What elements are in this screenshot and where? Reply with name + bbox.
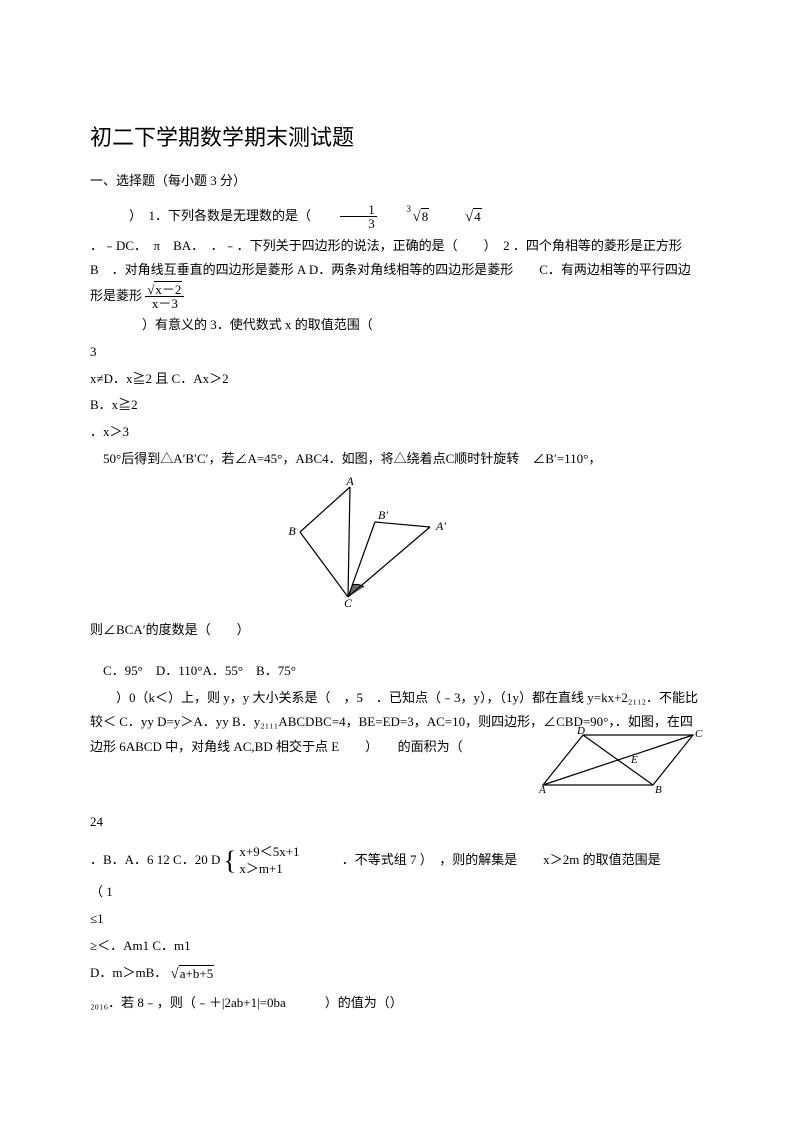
q4-line1: 50°后得到△A′B′C′，若∠A=45°，ABC4．如图，将△绕着点C顺时针旋… — [90, 447, 703, 472]
q3-num-rad: x－2 — [154, 281, 182, 297]
q7-opt-3: D．m＞mB． √a+b+5 — [90, 960, 703, 989]
q3-opt-0: 3 — [90, 340, 703, 365]
label-B2: B — [655, 784, 662, 795]
q3-frac-den: x－3 — [145, 297, 184, 311]
q7-after: ．不等式组 7 ） ，则的解集是 x＞2m 的取值范围是 — [303, 852, 661, 867]
label-A2: A — [538, 784, 546, 795]
q3-opt-2: B．x≧2 — [90, 393, 703, 418]
q2-block: ．﹣DC． π BA． ．﹣．下列关于四边形的说法，正确的是（ ） 2 ．四个角… — [90, 234, 703, 312]
label-A: A — [345, 477, 354, 488]
q3-line: ）有意义的 3．使代数式 x 的取值范围（ — [90, 313, 703, 338]
q7-line: ．B．A．6 12 C．20 D { x+9＜5x+1 x＞m+1 ．不等式组 … — [90, 844, 703, 878]
q1-math: 1 3 3 √8 √4 — [314, 203, 481, 232]
brace-content: x+9＜5x+1 x＞m+1 — [239, 844, 299, 878]
radicand-4: 4 — [473, 208, 482, 224]
cbrt-8: 3 √8 — [387, 203, 430, 232]
label-E2: E — [630, 754, 638, 766]
q8-radicand: a+b+5 — [179, 965, 214, 981]
q4-options: C．95° D．110°A．55° B．75° — [90, 659, 703, 684]
exam-page: 初二下学期数学期末测试题 一、选择题（每小题 3 分） ） 1．下列各数是无理数… — [90, 120, 703, 1015]
q5-block: ）0（k＜）上，则 y，y 大小关系是（ ，5 ．已知点（﹣3，y），（1y）都… — [90, 686, 703, 760]
frac-den: 3 — [340, 217, 377, 231]
q8-sqrt: √a+b+5 — [171, 960, 215, 989]
frac-num: 1 — [340, 203, 377, 217]
label-Ap: A′ — [435, 519, 446, 533]
label-C2: C — [695, 728, 703, 740]
label-B: B — [288, 524, 296, 538]
brace-line2: x＞m+1 — [239, 861, 282, 876]
q8-line: ₂₀₁₆．若 8﹣，则（﹣＋|2ab+1|=0ba ）的值为（） — [90, 991, 703, 1016]
q3-opt-1: x≠D．x≧2 且 C．Ax＞2 — [90, 367, 703, 392]
q3-frac: √x－2 x－3 — [145, 283, 184, 311]
q3-opt-3: ．x＞3 — [90, 420, 703, 445]
q4-line2: 则∠BCA′的度数是（ ） — [90, 618, 703, 643]
q5-figure: A B C D E — [533, 725, 703, 804]
q7-prefix: ．B．A．6 12 C．20 D — [90, 852, 220, 867]
q3-frac-num: √x－2 — [145, 283, 184, 297]
q2-text: ．﹣DC． π BA． ．﹣．下列关于四边形的说法，正确的是（ ） 2 ．四个角… — [90, 238, 786, 304]
label-C: C — [344, 596, 353, 607]
frac-1-3: 1 3 — [340, 203, 377, 231]
brace-line1: x+9＜5x+1 — [239, 844, 299, 859]
q7-opt-0: （ 1 — [90, 880, 703, 905]
label-Bp: B′ — [378, 508, 388, 522]
q7-opt-1: ≤1 — [90, 907, 703, 932]
brace-icon: { — [224, 848, 236, 874]
q1-text: ） 1．下列各数是无理数的是（ — [116, 208, 311, 223]
root-index: 3 — [381, 201, 412, 218]
q7-opt3-text: D．m＞mB． — [90, 966, 167, 981]
q4-figure: A B B′ A′ C — [270, 477, 703, 612]
q6-after: 24 — [90, 810, 703, 835]
q1-line: ） 1．下列各数是无理数的是（ 1 3 3 √8 √4 — [90, 203, 703, 232]
radicand-8: 8 — [421, 208, 430, 224]
q7-opt-2: ≥＜．Am1 C．m1 — [90, 934, 703, 959]
section-heading: 一、选择题（每小题 3 分） — [90, 170, 703, 189]
page-title: 初二下学期数学期末测试题 — [90, 120, 703, 152]
sqrt-4: √4 — [439, 203, 482, 232]
